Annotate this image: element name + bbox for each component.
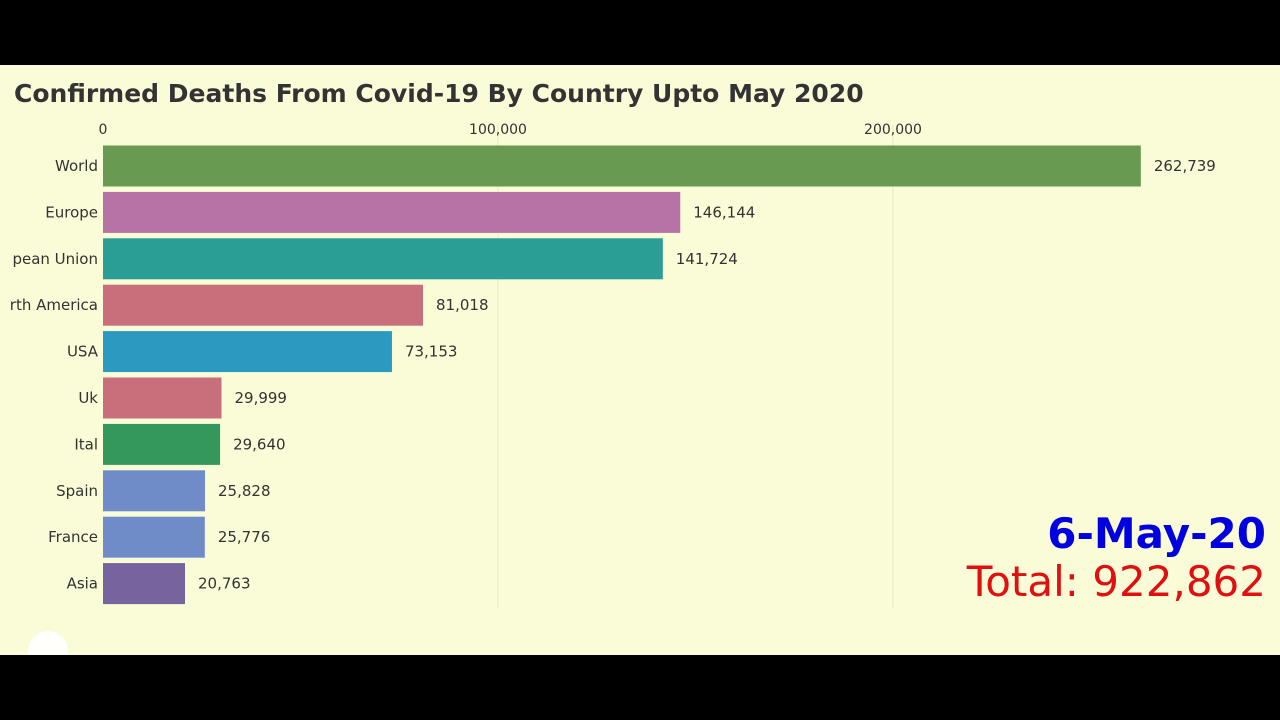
bar: [103, 284, 424, 326]
value-label: 81,018: [436, 296, 489, 314]
x-tick-label: 100,000: [469, 122, 527, 138]
category-label: Spain: [56, 482, 98, 500]
chart-area: Confirmed Deaths From Covid-19 By Countr…: [0, 65, 1280, 655]
value-label: 20,763: [198, 575, 251, 593]
category-label: Uk: [78, 389, 98, 407]
x-tick-label: 0: [99, 122, 108, 138]
bar: [103, 423, 221, 465]
bar: [103, 238, 663, 280]
bar: [103, 516, 205, 558]
category-label: France: [48, 528, 98, 546]
category-label: Asia: [67, 575, 98, 593]
value-label: 146,144: [693, 203, 755, 221]
bar: [103, 377, 222, 419]
value-label: 141,724: [676, 250, 738, 268]
bar-chart: 0 100,000 200,000 World 262,739 Europe 146,14…: [10, 122, 1216, 608]
value-label: 73,153: [405, 343, 458, 361]
value-label: 29,640: [233, 435, 286, 453]
bar: [103, 563, 186, 605]
chart-title: Confirmed Deaths From Covid-19 By Countr…: [14, 79, 864, 108]
category-label: rth America: [10, 296, 98, 314]
x-tick-label: 200,000: [864, 122, 922, 138]
bar: [103, 470, 206, 512]
date-label: 6-May-20: [1047, 509, 1266, 558]
bar: [103, 331, 392, 373]
category-label: pean Union: [12, 250, 98, 268]
category-label: USA: [67, 343, 99, 361]
category-label: Ital: [74, 435, 98, 453]
bar: [103, 191, 681, 233]
category-label: Europe: [45, 203, 98, 221]
total-label: Total: 922,862: [966, 557, 1266, 606]
category-label: World: [55, 157, 98, 175]
value-label: 262,739: [1154, 157, 1216, 175]
bar: [103, 145, 1141, 187]
value-label: 25,828: [218, 482, 271, 500]
value-label: 29,999: [234, 389, 286, 407]
value-label: 25,776: [218, 528, 270, 546]
